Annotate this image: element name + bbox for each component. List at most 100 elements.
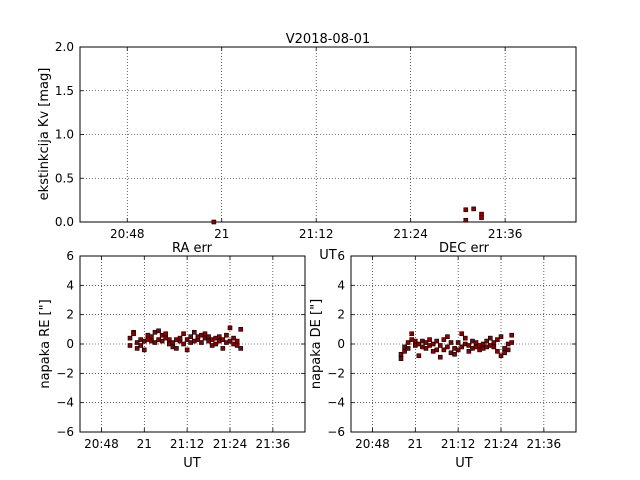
ra-error-plot-frame: [79, 255, 306, 433]
dec-error-plot-data-point: [445, 344, 450, 350]
ra-error-plot-data-point: [227, 325, 233, 331]
ra-error-plot-data-point: [220, 337, 226, 342]
dec-error-plot-data-point: [455, 347, 461, 353]
dec-error-plot-data-point: [409, 331, 415, 337]
ra-error-plot-data-point: [234, 338, 240, 344]
dec-error-plot-data-point: [509, 340, 515, 345]
ra-error-plot-data-point: [181, 341, 186, 347]
ra-error-plot-y-tick-label: 2: [66, 308, 74, 322]
ra-error-plot-data-point: [227, 338, 233, 344]
ra-error-plot-title: RA err: [172, 241, 213, 256]
ra-error-plot-data-point: [224, 332, 229, 338]
dec-error-plot-data-point: [452, 351, 457, 357]
dec-error-plot-data-point: [448, 340, 454, 345]
ra-error-plot-y-tick-label: −2: [56, 366, 74, 380]
dec-error-plot-y-tick-label: 0: [337, 337, 345, 351]
extinction-plot-data-point: [479, 215, 484, 220]
extinction-plot-title: V2018-08-01: [286, 32, 370, 47]
ra-error-plot-data-point: [238, 346, 244, 351]
ra-error-plot-data-point: [149, 334, 154, 339]
dec-error-plot-data-point: [427, 337, 432, 342]
dec-error-plot-title: DEC err: [439, 241, 490, 256]
ra-error-plot-data-point: [134, 340, 140, 345]
extinction-plot-data-point: [211, 219, 217, 225]
ra-error-plot-y-tick-label: 0: [66, 337, 74, 351]
dec-error-plot-data-point: [480, 341, 486, 347]
dec-error-plot-data-point: [498, 353, 504, 359]
extinction-plot-frame: [79, 46, 577, 223]
extinction-plot-y-tick-label: 0.0: [55, 215, 74, 229]
dec-error-plot-data-point: [459, 331, 465, 337]
ra-error-plot-data-point: [177, 335, 183, 341]
ra-error-plot-data-point: [199, 340, 204, 345]
extinction-plot-x-tick-label: 21:12: [299, 227, 334, 241]
dec-error-plot-data-point: [502, 350, 507, 356]
ra-error-plot-x-tick-label: 20:48: [84, 437, 119, 451]
ra-error-plot: RA err UT napaka RE ["] 20:48 21 21:12 21:2…: [38, 241, 306, 471]
extinction-plot-x-tick-label: 21: [214, 227, 229, 241]
dec-error-plot-data-point: [398, 356, 404, 361]
dec-error-plot-data-point: [412, 338, 418, 344]
ra-error-plot-data-point: [166, 337, 172, 342]
extinction-plot-ylabel: ekstinkcija Kv [mag]: [37, 68, 52, 201]
extinction-plot-data-point: [463, 217, 469, 223]
ra-error-plot-data-point: [184, 337, 190, 342]
dec-error-plot-x-tick-label: 20:48: [355, 437, 390, 451]
dec-error-plot-xlabel: UT: [455, 456, 473, 471]
dec-error-plot-data-point: [434, 347, 440, 353]
dec-error-plot-x-tick-label: 21: [408, 437, 423, 451]
dec-error-plot-data-point: [405, 346, 411, 351]
extinction-plot-xlabel: UT: [319, 248, 337, 263]
dec-error-plot-data-point: [416, 353, 422, 359]
ra-error-plot-data-point: [159, 338, 165, 344]
dec-error-plot: DEC err UT napaka DE ["] 20:48 21 21:12 21:…: [309, 241, 577, 471]
dec-error-plot-data-point: [484, 338, 490, 344]
ra-error-plot-data-point: [156, 328, 161, 334]
extinction-plot-y-tick-label: 2.0: [55, 40, 74, 54]
extinction-plot-data-point: [471, 206, 476, 212]
dec-error-plot-y-tick-label: −4: [327, 396, 345, 410]
dec-error-plot-data-point: [441, 347, 447, 353]
ra-error-plot-xlabel: UT: [183, 456, 201, 471]
dec-error-plot-data-point: [459, 344, 465, 350]
ra-error-plot-data-point: [152, 340, 158, 345]
dec-error-plot-y-tick-label: −6: [327, 425, 345, 439]
ra-error-plot-x-tick-label: 21:36: [256, 437, 291, 451]
ra-error-plot-data-point: [188, 334, 194, 339]
extinction-plot-y-tick-label: 0.5: [55, 171, 74, 185]
ra-error-plot-data-point: [127, 335, 133, 341]
dec-error-plot-data-point: [405, 340, 411, 345]
dec-error-plot-y-tick-label: 4: [337, 278, 345, 292]
ra-error-plot-data-point: [127, 343, 133, 348]
dec-error-plot-ylabel: napaka DE ["]: [309, 299, 324, 389]
extinction-plot: V2018-08-01 UT ekstinkcija Kv [mag] 20:4…: [37, 32, 577, 263]
ra-error-plot-data-point: [184, 347, 190, 353]
dec-error-plot-data-point: [487, 335, 493, 341]
ra-error-plot-ylabel: napaka RE ["]: [38, 299, 53, 388]
extinction-plot-y-tick-label: 1.0: [55, 128, 74, 142]
ra-error-plot-data-point: [238, 327, 244, 332]
ra-error-plot-data-point: [174, 346, 179, 351]
ra-error-plot-x-tick-label: 21:12: [170, 437, 205, 451]
dec-error-plot-x-tick-label: 21:36: [527, 437, 562, 451]
dec-error-plot-data-point: [398, 351, 404, 357]
dec-error-plot-data-point: [491, 344, 497, 350]
dec-error-plot-data-point: [509, 332, 515, 338]
ra-error-plot-data-point: [231, 335, 236, 341]
ra-error-plot-data-point: [181, 331, 186, 337]
dec-error-plot-data-point: [455, 340, 461, 345]
dec-error-plot-x-tick-label: 21:12: [441, 437, 476, 451]
ra-error-plot-y-tick-label: 4: [66, 278, 74, 292]
dec-error-plot-data-point: [445, 334, 450, 339]
extinction-plot-y-tick-label: 1.5: [55, 84, 74, 98]
dec-error-plot-data-point: [505, 347, 511, 353]
ra-error-plot-data-point: [191, 329, 197, 335]
dec-error-plot-data-point: [466, 349, 472, 354]
extinction-plot-x-tick-label: 21:24: [393, 227, 428, 241]
ra-error-plot-data-point: [163, 331, 169, 337]
ra-error-plot-y-tick-label: 6: [66, 249, 74, 263]
ra-error-plot-data-point: [216, 334, 222, 339]
ra-error-plot-data-point: [134, 346, 140, 351]
